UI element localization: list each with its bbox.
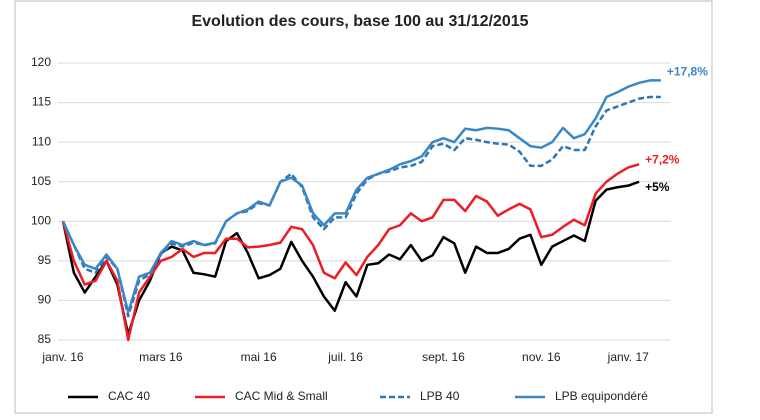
y-tick-label: 95	[38, 253, 52, 267]
series-line	[61, 79, 661, 314]
x-tick-label: sept. 16	[422, 350, 465, 364]
x-tick-label: janv. 17	[607, 350, 649, 364]
chart-title: Evolution des cours, base 100 au 31/12/2…	[191, 13, 528, 30]
x-tick-label: nov. 16	[522, 350, 561, 364]
legend-label: CAC 40	[108, 389, 150, 403]
y-tick-label: 90	[38, 293, 52, 307]
end-label: +17,8%	[667, 65, 708, 79]
x-tick-label: janv. 16	[41, 350, 83, 364]
series-line	[61, 95, 661, 318]
legend-label: LPB equipondéré	[555, 389, 648, 403]
y-tick-label: 115	[32, 95, 51, 109]
legend-label: CAC Mid & Small	[235, 389, 328, 403]
y-tick-label: 85	[38, 332, 52, 346]
legend-label: LPB 40	[420, 389, 460, 403]
series-line	[61, 163, 640, 342]
end-label: +7,2%	[645, 152, 680, 166]
x-tick-label: mars 16	[139, 350, 183, 364]
y-tick-label: 120	[31, 55, 51, 69]
y-tick-label: 110	[32, 134, 51, 148]
chart-frame	[14, 0, 713, 414]
y-tick-label: 100	[31, 213, 51, 227]
y-tick-label: 105	[31, 174, 51, 188]
x-tick-label: mai 16	[241, 350, 277, 364]
x-tick-label: juil. 16	[327, 350, 363, 364]
end-label: +5%	[645, 180, 670, 194]
